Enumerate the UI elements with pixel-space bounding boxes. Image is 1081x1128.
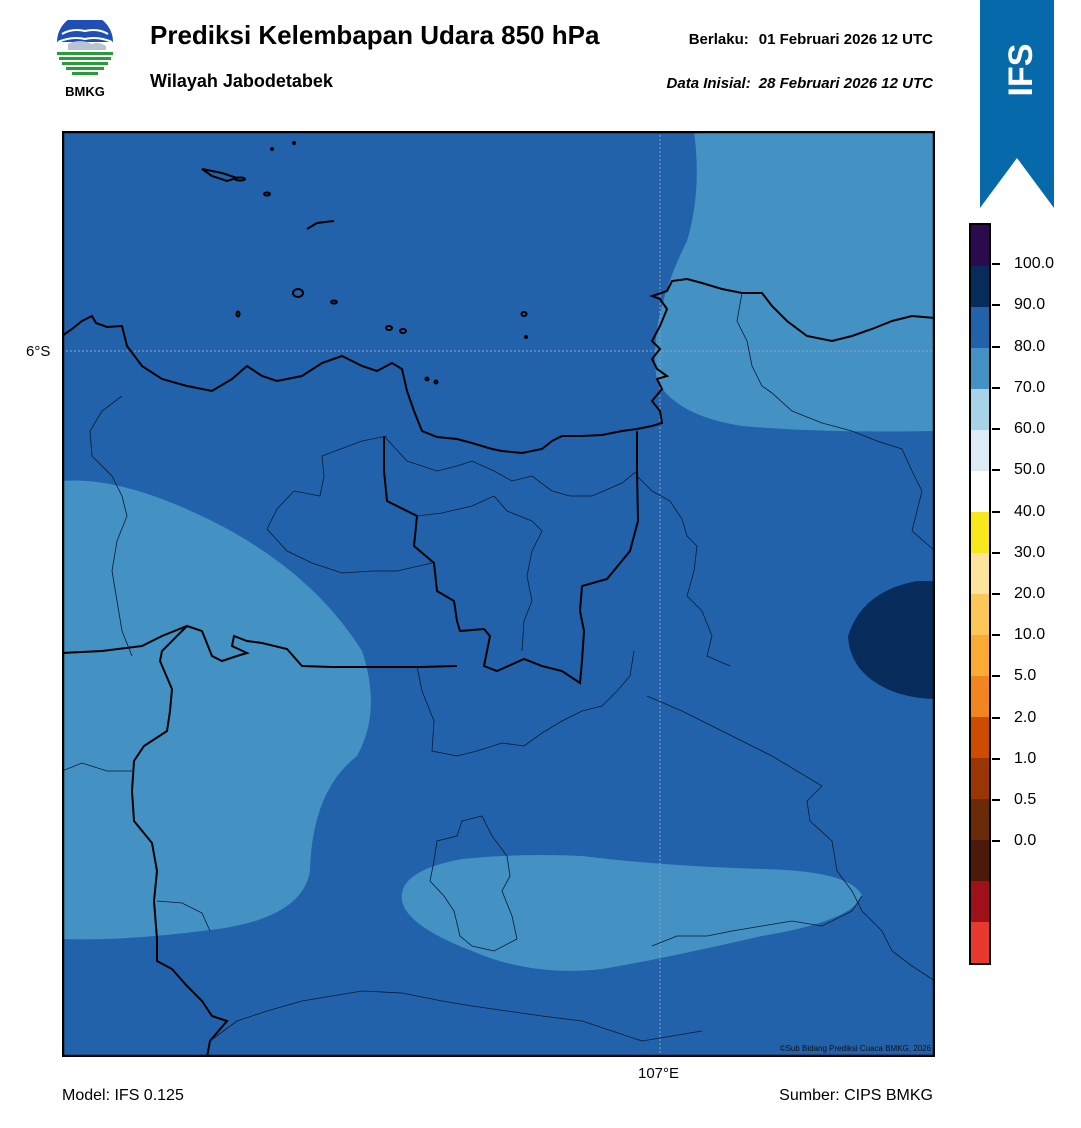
colorbar-tick-label: 60.0 — [1014, 420, 1046, 438]
colorbar-tick-label: 10.0 — [1014, 626, 1046, 644]
colorbar-segment — [971, 881, 989, 922]
init-label: Data Inisial: — [666, 75, 751, 92]
thousand-islands — [201, 141, 528, 385]
humidity-map — [62, 131, 935, 1057]
humidity-70-80-area-west — [62, 480, 371, 940]
map-border — [62, 131, 935, 1057]
colorbar — [969, 223, 991, 965]
colorbar-tick-mark — [992, 675, 1000, 678]
colorbar-segment — [971, 635, 989, 676]
lon-label: 107°E — [638, 1065, 680, 1082]
colorbar-tick-mark — [992, 634, 1000, 637]
colorbar-tick-mark — [992, 304, 1000, 307]
map-subtitle: Wilayah Jabodetabek — [150, 71, 333, 91]
init-value: 28 Februari 2026 12 UTC — [758, 75, 933, 92]
model-label: Model: IFS 0.125 — [62, 1087, 184, 1104]
colorbar-tick-mark — [992, 757, 1000, 760]
colorbar-tick-mark — [992, 263, 1000, 266]
colorbar-tick-mark — [992, 386, 1000, 389]
colorbar-tick-label: 90.0 — [1014, 296, 1046, 314]
source-label: Sumber: CIPS BMKG — [779, 1087, 933, 1104]
colorbar-tick-label: 100.0 — [1014, 255, 1055, 273]
humidity-70-80-area-south — [401, 855, 862, 971]
district-boundaries — [62, 292, 935, 1042]
colorbar-labels: 100.0 90.0 80.0 70.0 60.0 50.0 40.0 30.0 20.0 10.… — [992, 223, 1072, 965]
map-title: Prediksi Kelembapan Udara 850 hPa — [150, 20, 600, 50]
colorbar-tick-label: 80.0 — [1014, 337, 1046, 355]
colorbar-tick-label: 2.0 — [1014, 708, 1037, 726]
humidity-90-100-area-east — [848, 581, 935, 699]
bmkg-logo: BMKG — [52, 14, 118, 104]
jakarta-boundary — [383, 431, 640, 685]
valid-label: Berlaku: — [688, 31, 749, 48]
colorbar-segment — [971, 348, 989, 389]
colorbar-segment — [971, 799, 989, 840]
colorbar-tick-mark — [992, 510, 1000, 513]
lat-label: 6°S — [26, 343, 51, 360]
colorbar-segment — [971, 389, 989, 430]
valid-time: Berlaku: 01 Februari 2026 12 UTC — [689, 31, 933, 48]
colorbar-tick-label: 70.0 — [1014, 378, 1046, 396]
colorbar-tick-label: 0.5 — [1014, 791, 1037, 809]
colorbar-segment — [971, 307, 989, 348]
bmkg-logo-text: BMKG — [65, 84, 105, 99]
colorbar-segment — [971, 840, 989, 881]
colorbar-segment — [971, 225, 989, 266]
colorbar-segment — [971, 717, 989, 758]
west-java-boundary — [130, 625, 229, 1057]
colorbar-tick-mark — [992, 428, 1000, 431]
colorbar-segment — [971, 594, 989, 635]
colorbar-tick-label: 40.0 — [1014, 502, 1046, 520]
coastline — [62, 277, 935, 455]
colorbar-tick-mark — [992, 716, 1000, 719]
init-time: Data Inisial: 28 Februari 2026 12 UTC — [667, 75, 933, 92]
ifs-banner: IFS — [980, 0, 1054, 208]
colorbar-tick-label: 5.0 — [1014, 667, 1037, 685]
colorbar-tick-mark — [992, 551, 1000, 554]
colorbar-tick-label: 0.0 — [1014, 832, 1037, 850]
colorbar-tick-mark — [992, 469, 1000, 472]
colorbar-tick-label: 50.0 — [1014, 461, 1046, 479]
colorbar-tick-label: 30.0 — [1014, 543, 1046, 561]
colorbar-tick-label: 20.0 — [1014, 585, 1046, 602]
colorbar-segment — [971, 922, 989, 963]
colorbar-tick-mark — [992, 840, 1000, 843]
colorbar-segment — [971, 758, 989, 799]
colorbar-tick-mark — [992, 593, 1000, 595]
colorbar-tick-label: 1.0 — [1014, 749, 1037, 767]
colorbar-segment — [971, 512, 989, 553]
bmkg-emblem-icon — [57, 14, 113, 75]
ifs-banner-text: IFS — [1002, 44, 1040, 97]
map-credit: ©Sub Bidang Prediksi Cuaca BMKG, 2026 — [779, 1044, 931, 1053]
colorbar-segment — [971, 676, 989, 717]
colorbar-segment — [971, 471, 989, 512]
colorbar-segment — [971, 266, 989, 307]
valid-value: 01 Februari 2026 12 UTC — [758, 31, 933, 48]
colorbar-tick-mark — [992, 799, 1000, 802]
colorbar-tick-mark — [992, 345, 1000, 348]
banten-boundary — [62, 624, 458, 668]
colorbar-segment — [971, 553, 989, 594]
colorbar-segment — [971, 430, 989, 471]
humidity-70-80-area-northeast — [655, 131, 935, 432]
